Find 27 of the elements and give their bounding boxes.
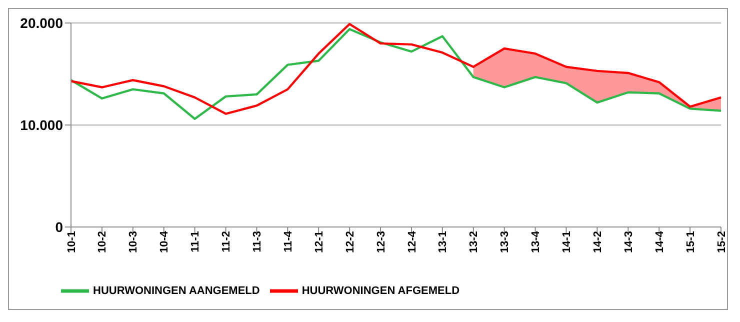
x-tick-label: 13-2 [468, 231, 480, 254]
x-tick-label: 10-4 [158, 230, 171, 254]
legend-label: HUURWONINGEN AANGEMELD [93, 284, 260, 297]
x-tick-label: 13-3 [499, 231, 512, 254]
x-tick-label: 11-3 [252, 231, 264, 252]
x-tick-label: 14-2 [592, 231, 604, 254]
x-tick-label: 15-1 [684, 231, 697, 254]
x-tick-label: 12-3 [375, 231, 388, 254]
x-tick-label: 14-3 [622, 231, 635, 254]
x-tick-label: 12-2 [344, 231, 356, 254]
x-tick-label: 12-1 [313, 231, 326, 254]
y-tick-label: 20.000 [20, 14, 64, 31]
legend-label: HUURWONINGEN AFGEMELD [302, 284, 460, 297]
x-tick-label: 13-4 [530, 230, 542, 254]
x-tick-label: 11-1 [190, 231, 202, 252]
x-tick-label: 10-2 [96, 231, 109, 254]
x-tick-label: 15-2 [716, 231, 728, 254]
y-tick-label: 10.000 [20, 116, 64, 133]
x-tick-label: 12-4 [406, 230, 418, 254]
x-tick-label: 14-4 [654, 230, 666, 254]
x-tick-label: 13-1 [437, 231, 450, 254]
x-tick-label: 14-1 [561, 231, 574, 254]
x-tick-label: 10-3 [128, 231, 140, 254]
x-tick-label: 11-4 [282, 230, 294, 252]
x-tick-label: 10-1 [66, 231, 78, 254]
x-tick-label: 11-2 [220, 231, 233, 252]
y-tick-label: 0 [55, 218, 64, 235]
